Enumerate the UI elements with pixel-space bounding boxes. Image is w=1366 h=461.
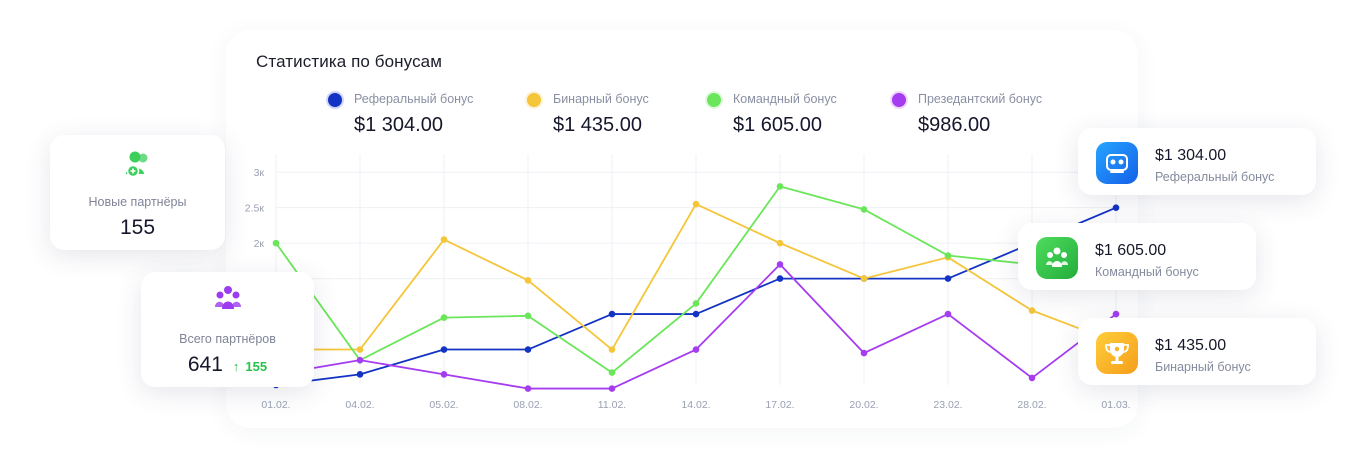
referral-bonus-card[interactable]: $1 304.00 Реферальный бонус	[1078, 128, 1316, 195]
series-point	[356, 356, 364, 364]
y-tick-label: 3к	[254, 167, 265, 179]
series-point	[776, 275, 784, 282]
legend-value: $1 435.00	[553, 114, 642, 136]
series-point	[860, 349, 868, 357]
total-partners-label: Всего партнёров	[179, 332, 276, 346]
series-point	[524, 385, 532, 392]
legend-value: $1 304.00	[354, 114, 443, 136]
binary-bonus-name: Бинарный бонус	[1155, 360, 1251, 374]
referral-bonus-amount: $1 304.00	[1155, 147, 1227, 164]
legend-name: Бинарный бонус	[553, 92, 649, 106]
y-axis: 3к2.5к2к1.5к	[245, 167, 265, 285]
x-tick-label: 17.02.	[765, 399, 794, 411]
legend-value: $1 605.00	[733, 114, 822, 136]
chart-title: Статистика по бонусам	[256, 52, 443, 71]
y-tick-label: 2к	[254, 238, 265, 250]
series-point	[440, 236, 448, 243]
legend-dot-icon	[328, 93, 342, 107]
series-point	[440, 314, 448, 321]
x-tick-label: 23.02.	[933, 399, 962, 411]
legend-name: Командный бонус	[733, 92, 837, 106]
x-tick-label: 08.02.	[513, 399, 542, 411]
team-bonus-card[interactable]: $1 605.00 Командный бонус	[1018, 223, 1256, 290]
series-point	[524, 312, 532, 320]
legend-dot-icon	[892, 93, 906, 107]
total-partners-row: 641 ↑ 155	[141, 353, 314, 377]
series-point	[608, 310, 616, 318]
series-point	[272, 239, 280, 247]
series-point	[692, 346, 700, 353]
series-point	[524, 346, 532, 353]
series-point	[944, 252, 952, 259]
total-partners-card[interactable]: Всего партнёров 641 ↑ 155	[141, 272, 314, 387]
x-tick-label: 28.02.	[1017, 399, 1046, 411]
series-point	[524, 277, 532, 284]
legend-name: Реферальный бонус	[354, 92, 474, 106]
x-tick-label: 05.02.	[429, 399, 458, 411]
x-tick-label: 01.03.	[1101, 399, 1130, 411]
referral-icon	[1096, 142, 1138, 184]
series-point	[356, 346, 364, 353]
x-tick-label: 20.02.	[849, 399, 878, 411]
team-bonus-amount: $1 605.00	[1095, 242, 1167, 259]
team-icon	[214, 286, 241, 309]
new-partners-label: Новые партнёры	[88, 195, 187, 209]
new-partners-value: 155	[119, 216, 156, 239]
referral-bonus-name: Реферальный бонус	[1155, 170, 1275, 184]
series-point	[1112, 204, 1120, 211]
series-point	[356, 371, 364, 378]
series-point	[944, 275, 952, 282]
trophy-icon	[1096, 332, 1138, 374]
series-point	[608, 385, 616, 392]
users-plus-icon	[125, 151, 147, 178]
binary-bonus-card[interactable]: $1 435.00 Бинарный бонус	[1078, 318, 1316, 385]
new-partners-card[interactable]: Новые партнёры 155	[50, 135, 225, 250]
legend-dot-icon	[707, 93, 721, 107]
series-point	[1028, 374, 1036, 382]
x-tick-label: 04.02.	[345, 399, 374, 411]
arrow-up-icon: ↑	[232, 359, 240, 374]
x-axis: 01.02. 04.02. 05.02. 08.02. 11.02. 14.02. 17.0…	[261, 399, 1130, 411]
series-point	[1028, 307, 1036, 314]
series-point	[860, 275, 868, 282]
y-tick-label: 2.5к	[245, 203, 265, 215]
binary-bonus-amount: $1 435.00	[1155, 337, 1227, 354]
legend-name: Презедантский бонус	[918, 92, 1043, 106]
series-point	[776, 183, 784, 190]
x-tick-label: 14.02.	[681, 399, 710, 411]
legend-dot-icon	[527, 93, 541, 107]
x-tick-label: 11.02.	[598, 399, 626, 411]
series-point	[440, 346, 448, 353]
series-point	[860, 206, 868, 213]
series-point	[776, 261, 784, 268]
series-point	[1112, 310, 1120, 318]
series-point	[692, 310, 700, 318]
total-partners-value: 641	[187, 353, 223, 376]
series-point	[440, 371, 448, 378]
total-partners-delta: 155	[245, 359, 268, 374]
series-point	[608, 369, 616, 376]
team-bonus-name: Командный бонус	[1095, 265, 1199, 279]
series-point	[692, 300, 700, 307]
legend-value: $986.00	[918, 114, 991, 136]
series-point	[608, 346, 616, 353]
series-point	[776, 239, 784, 247]
team-icon	[1036, 237, 1078, 279]
series-point	[944, 310, 952, 318]
series-point	[692, 200, 700, 208]
x-tick-label: 01.02.	[261, 399, 290, 411]
